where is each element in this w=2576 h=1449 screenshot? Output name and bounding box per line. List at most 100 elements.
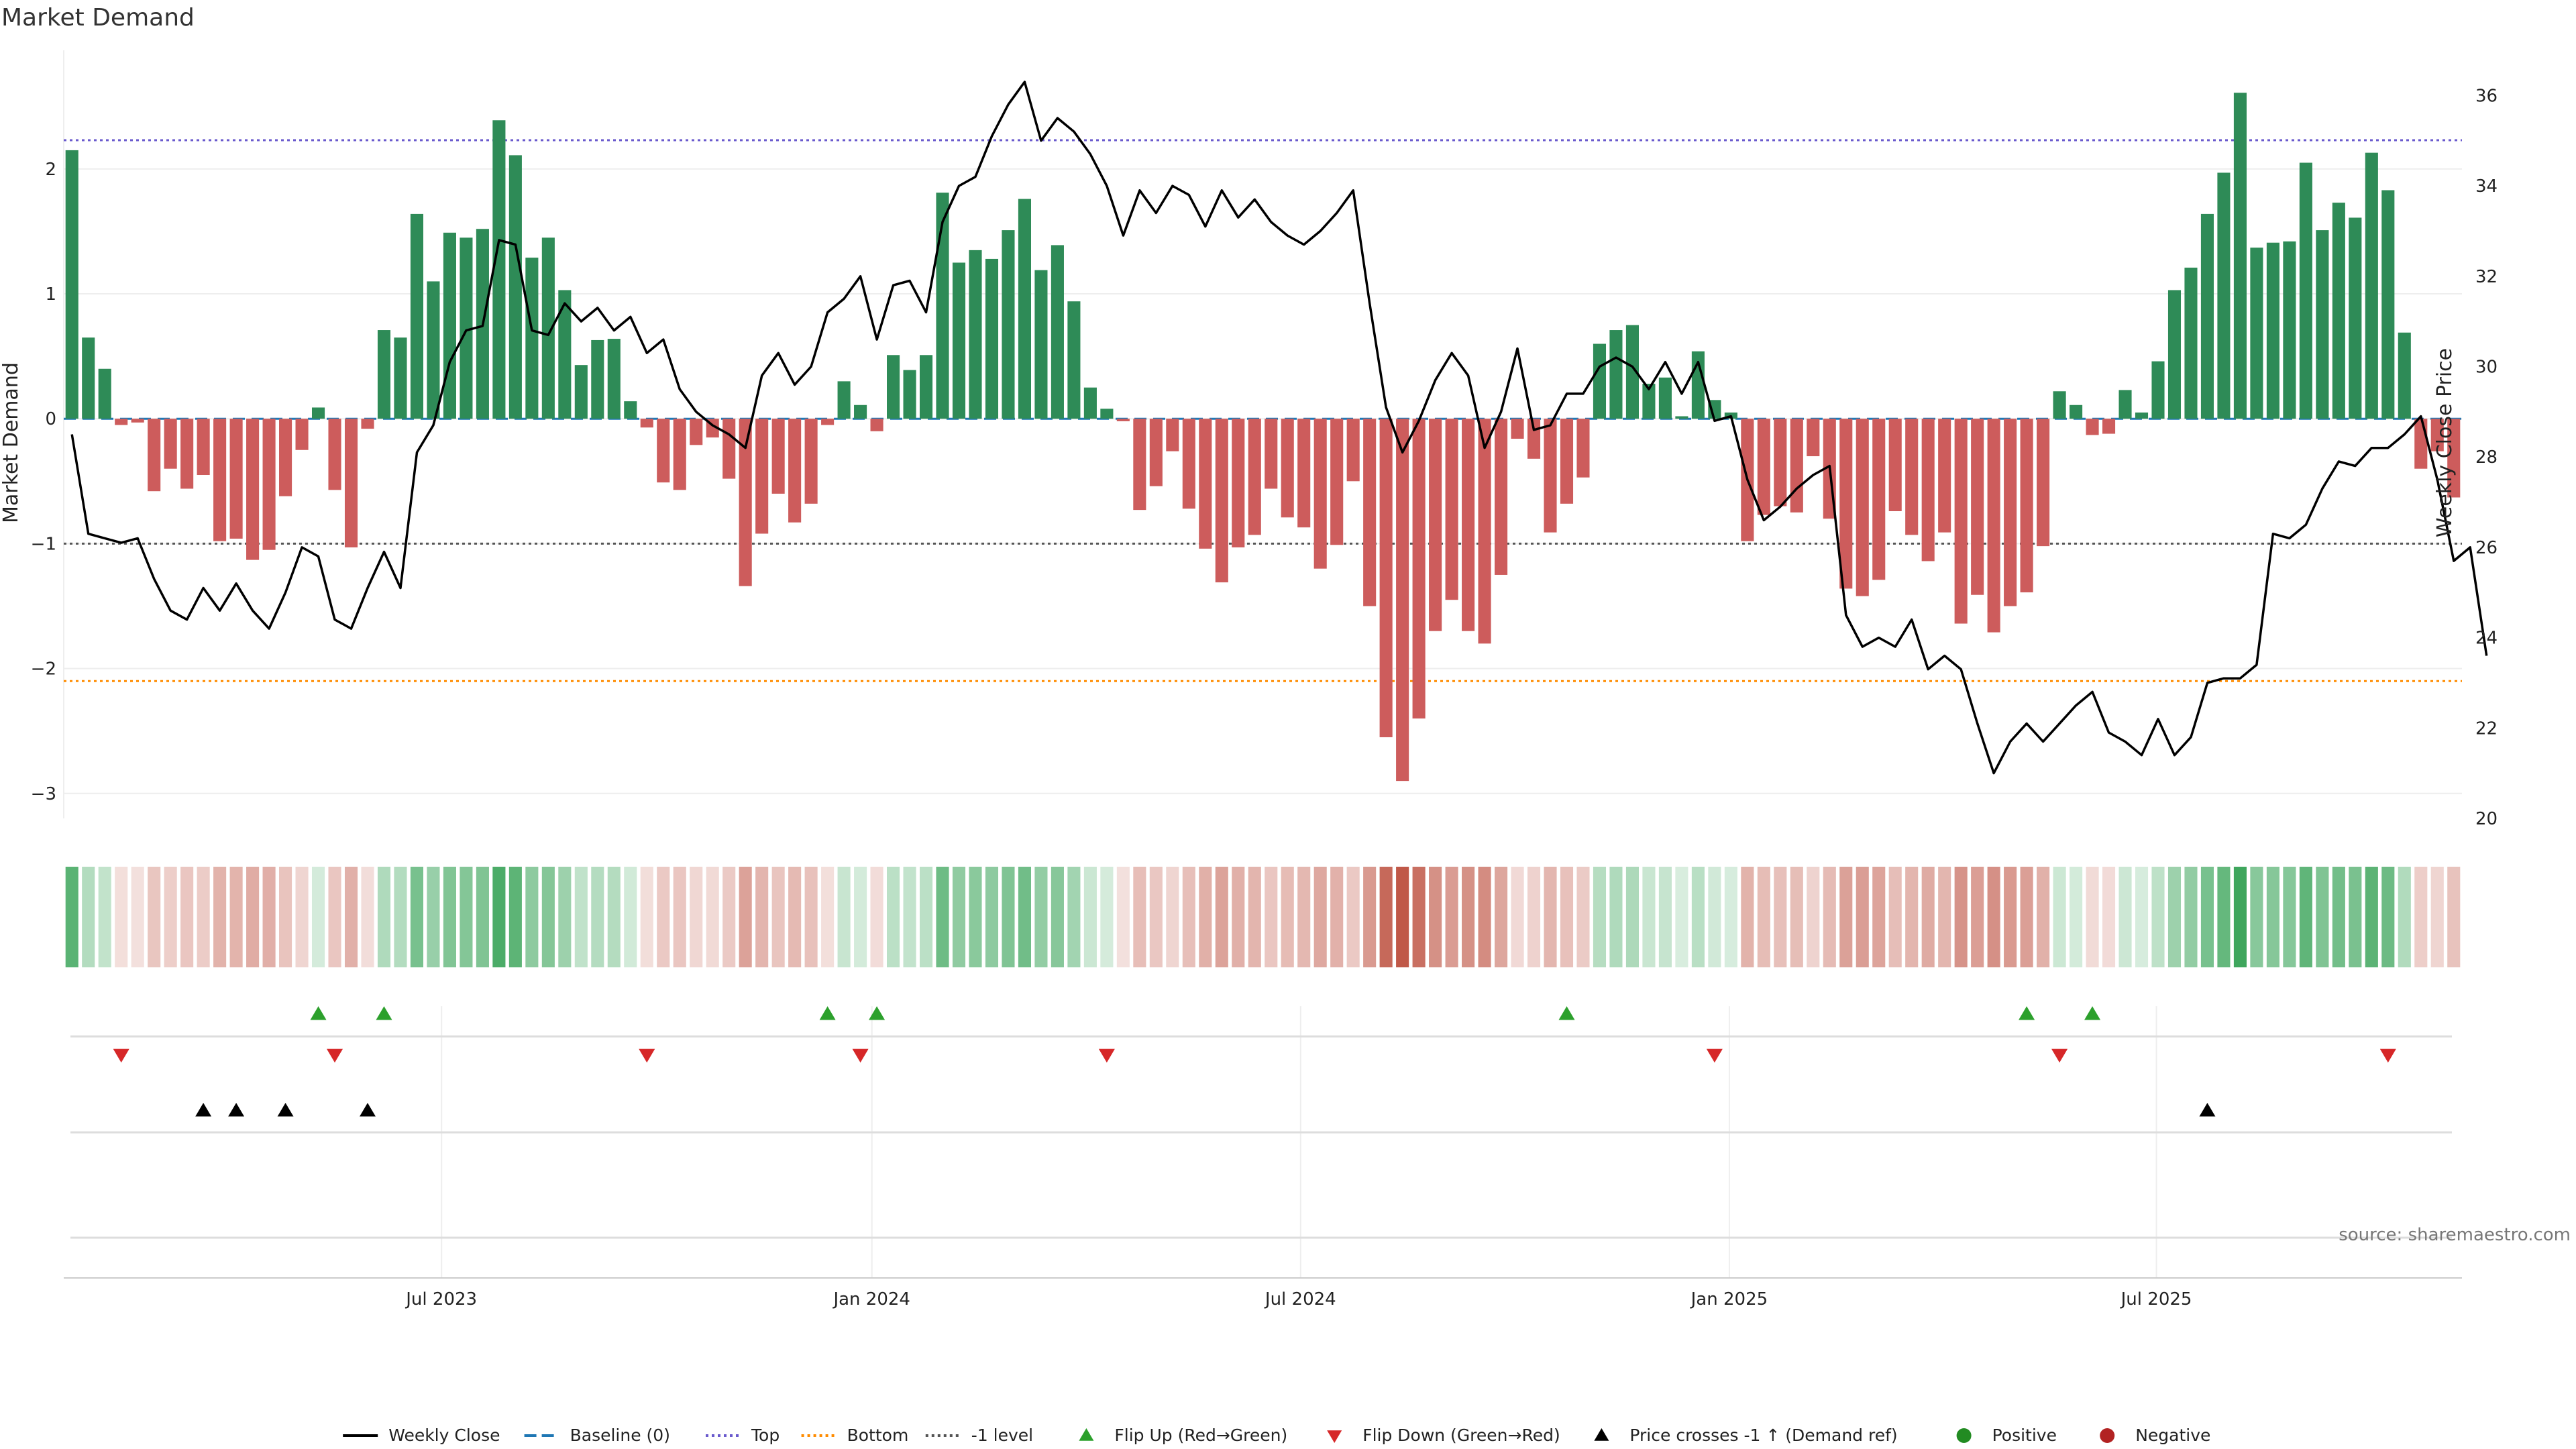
demand-bar [804,419,818,504]
heat-tile [1232,867,1245,967]
flip-down-marker [2051,1049,2068,1063]
cross-up-marker [195,1103,212,1117]
demand-bar [1938,419,1951,533]
heat-tile [1149,867,1163,967]
demand-bar [952,262,966,419]
demand-bar [1560,419,1574,504]
heat-tile [1346,867,1360,967]
demand-bar [2365,152,2378,419]
heat-tile [1412,867,1426,967]
demand-bar [1034,270,1048,419]
demand-bar [1790,419,1803,513]
heat-tile [1593,867,1607,967]
right-tick-label: 28 [2475,447,2498,468]
demand-bar [344,419,358,547]
demand-bar [1888,419,1902,511]
demand-bar [2250,248,2263,419]
heat-tile [279,867,292,967]
heat-tile [903,867,916,967]
demand-bar [2266,242,2279,419]
demand-bar [2135,412,2149,419]
left-tick-label: −2 [31,659,56,680]
legend-swatch-triangle-down [1327,1430,1342,1443]
heat-tile [1807,867,1820,967]
left-axis-label: Market Demand [0,362,23,523]
heat-tile [460,867,473,967]
demand-bar [1313,419,1327,569]
cross-up-marker [2199,1103,2216,1117]
right-axis-label: Weekly Close Price [2433,348,2457,537]
demand-bar [936,193,949,419]
demand-bar [311,407,325,419]
right-tick-label: 20 [2475,809,2498,829]
legend-label: Negative [2135,1426,2210,1445]
demand-bar [1971,419,1984,595]
heat-tile [2102,867,2116,967]
legend-item: Flip Up (Red→Green) [1079,1426,1287,1445]
heat-tile [657,867,670,967]
heat-tile [1018,867,1031,967]
heat-tile [2349,867,2362,967]
demand-bar [2447,419,2461,498]
demand-bar [1379,419,1393,737]
demand-bar [65,150,78,419]
x-tick-label: Jul 2024 [1264,1289,1336,1309]
demand-bar [1346,419,1360,482]
demand-bar [2349,217,2362,419]
demand-bar [2316,230,2329,419]
demand-bar [1412,419,1426,719]
demand-bar [1757,419,1770,515]
heat-tile [985,867,999,967]
heat-tile [1560,867,1574,967]
legend-item: Positive [1956,1426,2057,1445]
heat-tile [1116,867,1130,967]
demand-bar [2200,213,2214,419]
heat-tile [1330,867,1344,967]
demand-bar [771,419,785,494]
heat-tile [1921,867,1935,967]
heat-tile [164,867,177,967]
demand-bar [903,370,916,419]
demand-bar [1215,419,1228,583]
demand-bar [427,281,440,419]
demand-bar [82,337,95,419]
demand-bar [1116,419,1130,421]
signal-rows [70,1006,2452,1239]
heat-tile [2381,867,2395,967]
demand-bar [2332,203,2345,419]
heat-tile [180,867,194,967]
heat-tile [804,867,818,967]
demand-bar [1149,419,1163,486]
heat-tile [1495,867,1508,967]
right-axis-ticks: 36 34 32 30 28 26 24 22 20 [2475,86,2498,829]
demand-bar [1511,419,1524,439]
heat-tile [1741,867,1754,967]
demand-bar [1658,377,1672,419]
heat-tile [1774,867,1787,967]
x-tick-label: Jan 2024 [832,1289,910,1309]
demand-bar [1396,419,1409,782]
flip-up-marker [376,1006,392,1020]
heat-tile [427,867,440,967]
legend-label: Flip Up (Red→Green) [1114,1426,1287,1445]
demand-bar [1675,416,1688,419]
legend-label: Flip Down (Green→Red) [1362,1426,1560,1445]
x-tick-label: Jul 2025 [2120,1289,2192,1309]
heat-tile [1051,867,1064,967]
demand-bar [854,405,867,419]
right-tick-label: 36 [2475,86,2498,106]
heat-tile [394,867,407,967]
demand-bar [755,419,769,534]
demand-bar [1708,400,1721,419]
heat-tile [2118,867,2132,967]
demand-bar [1330,419,1344,545]
demand-bar [1593,343,1607,419]
demand-bar [2151,361,2165,419]
demand-bar [443,232,456,419]
heat-tile [2151,867,2165,967]
weekly-close-series [70,80,2488,775]
demand-bar [2004,419,2017,606]
left-axis-ticks: 2 1 0 −1 −2 −3 [31,160,56,804]
heat-tile [1199,867,1212,967]
heat-tile [936,867,949,967]
